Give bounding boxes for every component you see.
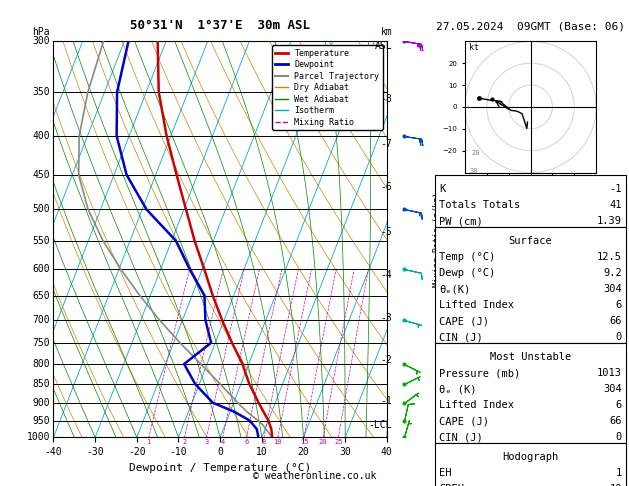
Text: 30: 30 bbox=[469, 168, 478, 174]
Text: -8: -8 bbox=[381, 93, 392, 104]
Text: 600: 600 bbox=[33, 264, 50, 274]
Text: 304: 304 bbox=[603, 284, 622, 294]
Text: 4: 4 bbox=[221, 439, 225, 445]
Text: 2: 2 bbox=[182, 439, 187, 445]
Text: 9.2: 9.2 bbox=[603, 268, 622, 278]
Text: 12.5: 12.5 bbox=[597, 252, 622, 262]
Text: 20: 20 bbox=[319, 439, 328, 445]
Text: 1013: 1013 bbox=[597, 368, 622, 378]
Text: Lifted Index: Lifted Index bbox=[439, 400, 514, 410]
Text: -LCL: -LCL bbox=[369, 419, 392, 430]
Text: CAPE (J): CAPE (J) bbox=[439, 316, 489, 326]
Text: 800: 800 bbox=[33, 359, 50, 369]
Text: 6: 6 bbox=[616, 300, 622, 310]
Text: -2: -2 bbox=[381, 355, 392, 365]
Text: 41: 41 bbox=[610, 200, 622, 210]
Text: EH: EH bbox=[439, 468, 452, 478]
Text: -1: -1 bbox=[381, 396, 392, 406]
Text: θₑ (K): θₑ (K) bbox=[439, 384, 477, 394]
Text: 6: 6 bbox=[616, 400, 622, 410]
Text: 50°31'N  1°37'E  30m ASL: 50°31'N 1°37'E 30m ASL bbox=[130, 18, 310, 32]
Text: 550: 550 bbox=[33, 236, 50, 246]
Text: 304: 304 bbox=[603, 384, 622, 394]
Text: 8: 8 bbox=[262, 439, 266, 445]
Text: 1.39: 1.39 bbox=[597, 216, 622, 226]
Text: -4: -4 bbox=[381, 270, 392, 280]
Text: 27.05.2024  09GMT (Base: 06): 27.05.2024 09GMT (Base: 06) bbox=[436, 21, 625, 32]
Text: CIN (J): CIN (J) bbox=[439, 432, 483, 442]
Text: kt: kt bbox=[469, 43, 479, 52]
Text: 700: 700 bbox=[33, 315, 50, 325]
Text: 1000: 1000 bbox=[26, 433, 50, 442]
Text: 20: 20 bbox=[472, 150, 480, 156]
Text: 66: 66 bbox=[610, 416, 622, 426]
Text: 10: 10 bbox=[610, 484, 622, 486]
Text: hPa: hPa bbox=[33, 27, 50, 37]
Text: 850: 850 bbox=[33, 379, 50, 389]
Text: 25: 25 bbox=[334, 439, 343, 445]
Text: Most Unstable: Most Unstable bbox=[490, 352, 571, 362]
Text: 0: 0 bbox=[616, 332, 622, 342]
Text: -6: -6 bbox=[381, 182, 392, 192]
Text: 1: 1 bbox=[616, 468, 622, 478]
Legend: Temperature, Dewpoint, Parcel Trajectory, Dry Adiabat, Wet Adiabat, Isotherm, Mi: Temperature, Dewpoint, Parcel Trajectory… bbox=[272, 46, 382, 130]
Text: 950: 950 bbox=[33, 416, 50, 426]
Text: -3: -3 bbox=[381, 312, 392, 323]
Text: 400: 400 bbox=[33, 131, 50, 141]
Text: Temp (°C): Temp (°C) bbox=[439, 252, 495, 262]
Text: θₑ(K): θₑ(K) bbox=[439, 284, 470, 294]
Text: 3: 3 bbox=[204, 439, 209, 445]
Text: SREH: SREH bbox=[439, 484, 464, 486]
Text: 0: 0 bbox=[616, 432, 622, 442]
Text: 66: 66 bbox=[610, 316, 622, 326]
Text: 6: 6 bbox=[244, 439, 248, 445]
Text: PW (cm): PW (cm) bbox=[439, 216, 483, 226]
Text: Lifted Index: Lifted Index bbox=[439, 300, 514, 310]
Text: 650: 650 bbox=[33, 291, 50, 301]
Text: K: K bbox=[439, 184, 445, 194]
Text: 350: 350 bbox=[33, 87, 50, 97]
Text: CIN (J): CIN (J) bbox=[439, 332, 483, 342]
Text: -1: -1 bbox=[610, 184, 622, 194]
Text: 10: 10 bbox=[274, 439, 282, 445]
Text: CAPE (J): CAPE (J) bbox=[439, 416, 489, 426]
Text: 15: 15 bbox=[300, 439, 308, 445]
Text: Hodograph: Hodograph bbox=[503, 452, 559, 462]
Text: 900: 900 bbox=[33, 398, 50, 408]
Text: Surface: Surface bbox=[509, 236, 552, 246]
Text: 750: 750 bbox=[33, 338, 50, 348]
Text: Pressure (mb): Pressure (mb) bbox=[439, 368, 520, 378]
Text: ASL: ASL bbox=[374, 41, 392, 51]
Text: Totals Totals: Totals Totals bbox=[439, 200, 520, 210]
Text: 300: 300 bbox=[33, 36, 50, 46]
Text: km: km bbox=[381, 27, 392, 37]
Text: Dewp (°C): Dewp (°C) bbox=[439, 268, 495, 278]
Text: -7: -7 bbox=[381, 139, 392, 149]
Text: Mixing Ratio (g/kg): Mixing Ratio (g/kg) bbox=[433, 192, 442, 287]
Text: 500: 500 bbox=[33, 205, 50, 214]
X-axis label: Dewpoint / Temperature (°C): Dewpoint / Temperature (°C) bbox=[129, 463, 311, 473]
Text: 450: 450 bbox=[33, 170, 50, 180]
Text: © weatheronline.co.uk: © weatheronline.co.uk bbox=[253, 471, 376, 481]
Text: 1: 1 bbox=[147, 439, 151, 445]
Text: -5: -5 bbox=[381, 226, 392, 237]
